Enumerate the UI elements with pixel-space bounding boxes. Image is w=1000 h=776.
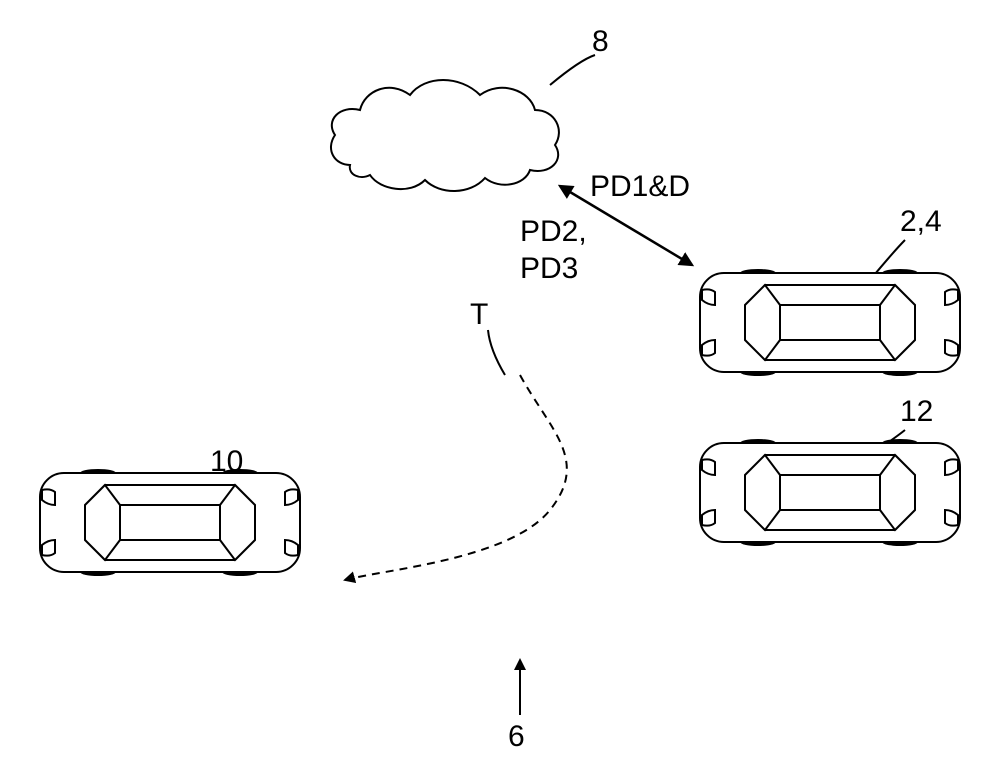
label-car-bottom-left: 10	[210, 445, 243, 479]
label-car-bottom-right: 12	[900, 395, 933, 429]
label-arrow-bot1: PD2,	[520, 215, 587, 249]
label-cloud: 8	[592, 25, 609, 59]
cloud-icon	[331, 80, 559, 191]
car-top-right	[700, 269, 960, 376]
car-bottom-left	[40, 469, 300, 576]
label-car-top-right: 2,4	[900, 205, 942, 239]
car-bottom-right	[700, 439, 960, 546]
label-bottom: 6	[508, 720, 525, 754]
label-trajectory: T	[470, 298, 488, 332]
label-arrow-bot2: PD3	[520, 252, 578, 286]
trajectory-path	[345, 375, 567, 580]
label-arrow-top: PD1&D	[590, 170, 690, 204]
